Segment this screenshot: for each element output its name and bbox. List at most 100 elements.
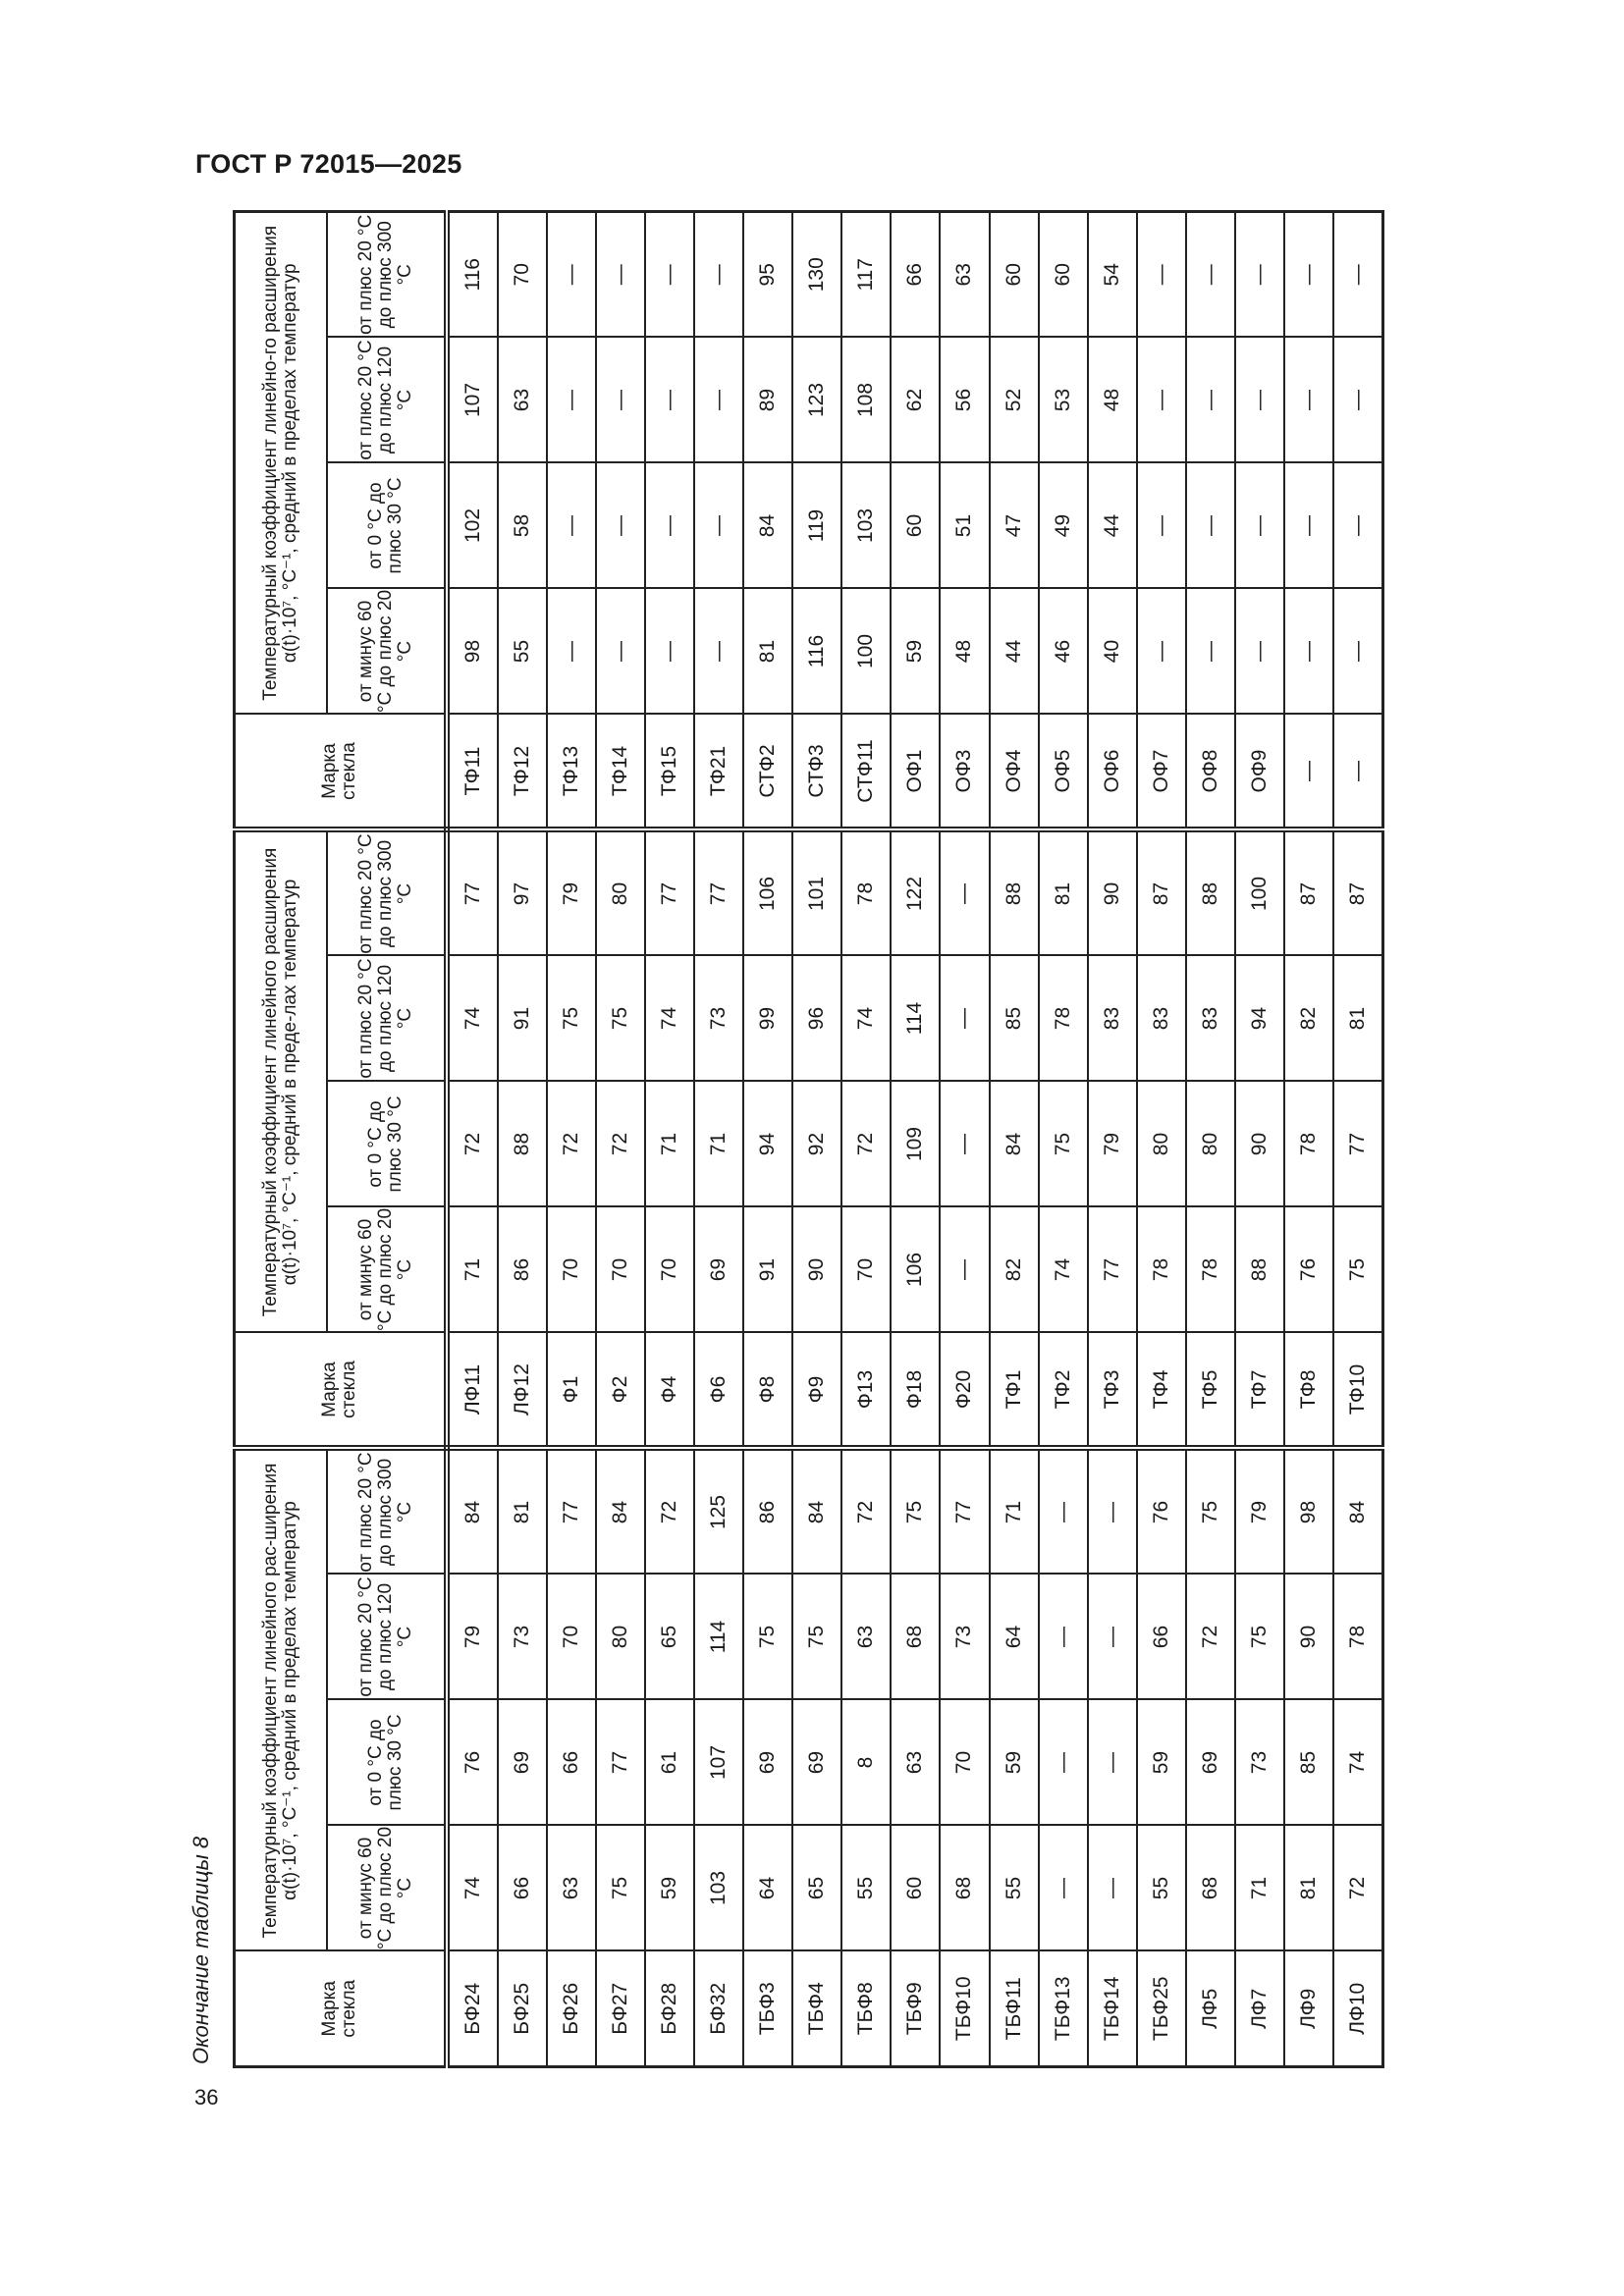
coefficient-value-cell: — xyxy=(1234,337,1284,463)
coefficient-value-cell: 68 xyxy=(891,1574,941,1700)
glass-mark-cell: ТБФ13 xyxy=(1038,1950,1088,2067)
coefficient-value-cell: 82 xyxy=(1283,955,1333,1082)
coefficient-value-cell: 114 xyxy=(694,1574,744,1700)
glass-mark-cell: ТФ5 xyxy=(1185,1332,1235,1449)
coefficient-value-cell: 84 xyxy=(743,462,793,589)
coefficient-value-cell: 62 xyxy=(891,337,941,463)
coefficient-value-cell: — xyxy=(547,211,597,338)
coefficient-value-cell: — xyxy=(645,211,695,338)
coefficient-value-cell: 72 xyxy=(596,1081,646,1207)
coefficient-value-cell: 70 xyxy=(645,1206,695,1333)
thermal-expansion-table: Марка стекла Температурный коэффициент ли… xyxy=(233,210,1384,2068)
coefficient-value-cell: — xyxy=(1283,462,1333,589)
coefficient-value-cell: 40 xyxy=(1087,588,1137,715)
coefficient-value-cell: 69 xyxy=(792,1699,842,1826)
coefficient-value-cell: 70 xyxy=(498,211,548,338)
coefficient-value-cell: — xyxy=(1234,211,1284,338)
glass-mark-cell: ТФ14 xyxy=(596,714,646,830)
coefficient-value-cell: 60 xyxy=(989,211,1039,338)
glass-mark-cell: ТБФ9 xyxy=(891,1950,941,2067)
coefficient-value-cell: 86 xyxy=(743,1448,793,1575)
coefficient-value-cell: 87 xyxy=(1283,829,1333,956)
coefficient-value-cell: 8 xyxy=(841,1699,892,1826)
glass-mark-cell: ОФ5 xyxy=(1038,714,1088,830)
coefficient-value-cell: — xyxy=(1136,211,1186,338)
coefficient-value-cell: 77 xyxy=(940,1448,990,1575)
coefficient-value-cell: 84 xyxy=(1332,1448,1383,1575)
coefficient-value-cell: — xyxy=(645,588,695,715)
table-row: ЛФ5 68 69 72 75 ТФ5 78 80 83 88 ОФ8— — — — xyxy=(1185,211,1235,2067)
coefficient-value-cell: 77 xyxy=(694,829,744,956)
coefficient-value-cell: — xyxy=(1038,1448,1088,1575)
mark-column-header: Марка стекла xyxy=(234,714,447,830)
coefficient-value-cell: 48 xyxy=(940,588,990,715)
glass-mark-cell: БФ27 xyxy=(596,1950,646,2067)
coefficient-value-cell: 78 xyxy=(1136,1206,1186,1333)
coefficient-value-cell: 75 xyxy=(1332,1206,1383,1333)
coefficient-value-cell: 79 xyxy=(1087,1081,1137,1207)
coefficient-value-cell: 74 xyxy=(1038,1206,1088,1333)
coefficient-value-cell: 69 xyxy=(743,1699,793,1826)
temperature-range-header: от 0 °С до плюс 30 °С xyxy=(327,1699,447,1826)
table-row: БФ27 75 77 80 84 Ф2 70 72 75 80 ТФ14— — — — xyxy=(596,211,646,2067)
coefficient-value-cell: — xyxy=(1332,337,1383,463)
glass-mark-cell: ТФ1 xyxy=(989,1332,1039,1449)
coefficient-value-cell: — xyxy=(1038,1574,1088,1700)
coefficient-value-cell: 82 xyxy=(989,1206,1039,1333)
coefficient-value-cell: 97 xyxy=(498,829,548,956)
rotated-table-wrapper: Окончание таблицы 8 Марка стекла Температ… xyxy=(182,210,1384,2068)
glass-mark-cell: ЛФ12 xyxy=(498,1332,548,1449)
coefficient-value-cell: 59 xyxy=(645,1825,695,1951)
coefficient-value-cell: 75 xyxy=(547,955,597,1082)
coefficient-value-cell: 69 xyxy=(694,1206,744,1333)
temperature-range-header: от плюс 20 °С до плюс 300 °С xyxy=(327,1448,447,1575)
coefficient-value-cell: 107 xyxy=(694,1699,744,1826)
temperature-range-header: от плюс 20 °С до плюс 300 °С xyxy=(327,211,447,338)
coefficient-value-cell: 77 xyxy=(447,829,499,956)
glass-mark-cell: ТФ10 xyxy=(1332,1332,1383,1449)
table-row: ЛФ7 71 73 75 79 ТФ7 88 90 94 100 ОФ9— — — — xyxy=(1234,211,1284,2067)
coefficient-value-cell: 83 xyxy=(1087,955,1137,1082)
coefficient-value-cell: 75 xyxy=(891,1448,941,1575)
coefficient-value-cell: — xyxy=(547,337,597,463)
coefficient-value-cell: — xyxy=(1185,211,1235,338)
table-row: ТБФ10 68 70 73 77 Ф20— — — — ОФ3 48 51 56 63 xyxy=(940,211,990,2067)
table-row: БФ26 63 66 70 77 Ф1 70 72 75 79 ТФ13— — — — xyxy=(547,211,597,2067)
mark-column-header: Марка стекла xyxy=(234,1950,447,2067)
coefficient-value-cell: 78 xyxy=(1332,1574,1383,1700)
glass-mark-cell: ТФ8 xyxy=(1283,1332,1333,1449)
temperature-range-header: от плюс 20 °С до плюс 120 °С xyxy=(327,1574,447,1700)
coefficient-value-cell: — xyxy=(1185,337,1235,463)
glass-mark-cell: ТФ13 xyxy=(547,714,597,830)
table-row: БФ32 103 107 114 125 Ф6 69 71 73 77 ТФ21— — — — xyxy=(694,211,744,2067)
coefficient-value-cell: 76 xyxy=(1283,1206,1333,1333)
coefficient-value-cell: — xyxy=(1283,211,1333,338)
coefficient-value-cell: 71 xyxy=(645,1081,695,1207)
coefficient-value-cell: 116 xyxy=(447,211,499,338)
coefficient-value-cell: — xyxy=(1283,588,1333,715)
coefficient-value-cell: 90 xyxy=(1283,1574,1333,1700)
coefficient-value-cell: 63 xyxy=(841,1574,892,1700)
glass-mark-cell: ТФ21 xyxy=(694,714,744,830)
glass-mark-cell: БФ32 xyxy=(694,1950,744,2067)
glass-mark-cell: ЛФ7 xyxy=(1234,1950,1284,2067)
glass-mark-cell: ТБФ11 xyxy=(989,1950,1039,2067)
coefficient-value-cell: 72 xyxy=(841,1081,892,1207)
coefficient-value-cell: 71 xyxy=(989,1448,1039,1575)
coefficient-value-cell: 69 xyxy=(498,1699,548,1826)
glass-mark-cell: Ф6 xyxy=(694,1332,744,1449)
coefficient-value-cell: 51 xyxy=(940,462,990,589)
coefficient-value-cell: 69 xyxy=(1185,1699,1235,1826)
coefficient-value-cell: 66 xyxy=(1136,1574,1186,1700)
coefficient-value-cell: 107 xyxy=(447,337,499,463)
coefficient-value-cell: 88 xyxy=(1234,1206,1284,1333)
glass-mark-cell: ЛФ5 xyxy=(1185,1950,1235,2067)
coefficient-value-cell: 87 xyxy=(1332,829,1383,956)
coefficient-value-cell: 79 xyxy=(1234,1448,1284,1575)
page-number: 36 xyxy=(194,2085,219,2109)
coefficient-value-cell: 80 xyxy=(596,1574,646,1700)
coefficient-value-cell: 75 xyxy=(1185,1448,1235,1575)
coefficient-value-cell: 80 xyxy=(1136,1081,1186,1207)
glass-mark-cell: СТФ11 xyxy=(841,714,892,830)
coefficient-group-header: Температурный коэффициент линейно-го рас… xyxy=(234,211,327,715)
